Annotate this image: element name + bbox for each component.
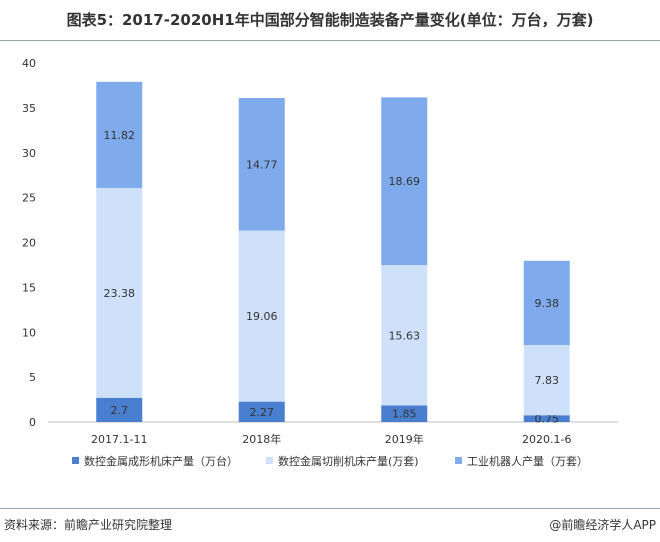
x-tick-label: 2017.1-11 xyxy=(91,433,147,446)
x-tick-label: 2018年 xyxy=(242,432,281,446)
y-tick-label: 30 xyxy=(22,147,36,160)
legend-item: 数控金属成形机床产量（万台） xyxy=(72,454,238,468)
source-note: 资料来源：前瞻产业研究院整理 xyxy=(4,518,173,532)
stacked-bar-chart: 0 5 10 15 20 25 30 35 40 2.7 23.38 11.82 2.27 19.06 1… xyxy=(22,57,618,468)
y-tick-label: 10 xyxy=(22,326,36,339)
data-label: 9.38 xyxy=(535,297,560,310)
data-label: 14.77 xyxy=(246,158,278,171)
header-divider xyxy=(0,40,660,41)
bar-segment xyxy=(523,260,570,345)
y-tick-label: 40 xyxy=(22,57,36,70)
data-label: 11.82 xyxy=(104,129,136,142)
bar-segment xyxy=(381,405,428,422)
bar-segment xyxy=(96,81,143,188)
chart-title: 图表5：2017-2020H1年中国部分智能制造装备产量变化(单位：万台，万套) xyxy=(66,11,594,29)
bar-segment xyxy=(523,415,570,422)
y-tick-label: 20 xyxy=(22,237,36,250)
y-tick-label: 0 xyxy=(29,416,36,429)
data-label: 19.06 xyxy=(246,310,278,323)
data-label: 2.27 xyxy=(250,406,275,419)
y-tick-label: 15 xyxy=(22,281,36,294)
x-tick-label: 2019年 xyxy=(385,432,424,446)
data-label: 1.85 xyxy=(392,408,417,421)
bar-segment xyxy=(238,98,285,231)
legend-label: 数控金属成形机床产量（万台） xyxy=(84,454,238,468)
legend-item: 工业机器人产量（万套） xyxy=(455,454,588,468)
data-label: 18.69 xyxy=(389,175,421,188)
data-label: 2.7 xyxy=(111,404,129,417)
data-label: 7.83 xyxy=(535,374,560,387)
bar-segment xyxy=(381,97,428,266)
data-label: 0.75 xyxy=(535,413,560,426)
y-tick-label: 5 xyxy=(29,371,36,384)
bar-segment xyxy=(96,397,143,422)
x-tick-label: 2020.1-6 xyxy=(522,433,571,446)
footer-divider xyxy=(0,508,660,509)
legend-swatch xyxy=(266,457,273,464)
legend-item: 数控金属切削机床产量(万套) xyxy=(266,454,419,468)
y-tick-label: 25 xyxy=(22,192,36,205)
data-label: 15.63 xyxy=(389,329,421,342)
bar-segment xyxy=(238,401,285,422)
legend-swatch xyxy=(72,457,79,464)
data-label: 23.38 xyxy=(104,287,136,300)
legend-swatch xyxy=(455,457,462,464)
bar-segment xyxy=(238,230,285,402)
y-tick-label: 35 xyxy=(22,102,36,115)
brand-credit: @前瞻经济学人APP xyxy=(549,518,656,532)
legend-label: 工业机器人产量（万套） xyxy=(467,454,588,468)
legend-label: 数控金属切削机床产量(万套) xyxy=(278,454,419,468)
bar-segment xyxy=(381,265,428,406)
bar-segment xyxy=(523,344,570,416)
bar-segment xyxy=(96,187,143,398)
